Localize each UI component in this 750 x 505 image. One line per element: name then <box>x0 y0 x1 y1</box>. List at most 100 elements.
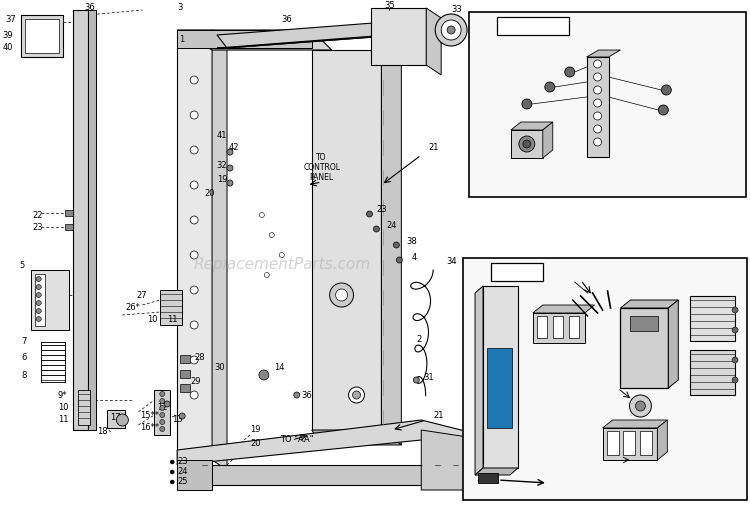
Text: 19: 19 <box>217 176 227 184</box>
Text: 7: 7 <box>22 337 27 346</box>
Text: 20: 20 <box>205 188 215 197</box>
Bar <box>180 355 190 363</box>
Text: L: L <box>574 288 580 297</box>
Circle shape <box>190 146 198 154</box>
Polygon shape <box>422 430 521 490</box>
Circle shape <box>523 140 531 148</box>
Text: C: C <box>639 295 646 305</box>
Circle shape <box>160 413 165 418</box>
Bar <box>690 350 735 395</box>
Bar <box>607 431 619 455</box>
Text: 1: 1 <box>179 35 184 44</box>
Text: M: M <box>586 285 595 294</box>
Text: 10: 10 <box>58 403 68 413</box>
Circle shape <box>374 226 380 232</box>
Text: 4: 4 <box>411 254 416 263</box>
Circle shape <box>190 251 198 259</box>
Text: G: G <box>738 341 746 350</box>
Bar <box>487 348 512 428</box>
Circle shape <box>352 391 361 399</box>
Bar <box>64 224 73 230</box>
Bar <box>107 410 125 428</box>
Text: 11: 11 <box>58 416 68 425</box>
Bar <box>690 296 735 341</box>
Circle shape <box>294 392 300 398</box>
Circle shape <box>36 309 41 314</box>
Text: 28: 28 <box>194 354 205 363</box>
Text: 21: 21 <box>428 143 439 153</box>
Text: 8: 8 <box>22 371 27 379</box>
Circle shape <box>413 377 419 383</box>
Bar <box>64 210 73 216</box>
Circle shape <box>190 356 198 364</box>
Bar <box>497 17 568 35</box>
Bar <box>640 431 652 455</box>
Circle shape <box>160 406 165 411</box>
Circle shape <box>160 398 165 403</box>
Text: 5: 5 <box>20 261 25 270</box>
Text: ALT. LEADS: ALT. LEADS <box>562 268 618 277</box>
Circle shape <box>732 357 738 363</box>
Bar <box>491 263 543 281</box>
Circle shape <box>522 99 532 109</box>
Circle shape <box>160 420 165 425</box>
Circle shape <box>170 480 174 484</box>
Text: T****: T**** <box>543 298 565 308</box>
Bar <box>31 270 68 330</box>
Polygon shape <box>212 30 227 470</box>
Text: 23: 23 <box>33 224 44 232</box>
Circle shape <box>732 327 738 333</box>
Bar <box>620 308 668 388</box>
Polygon shape <box>177 30 212 460</box>
Text: E: E <box>544 350 550 360</box>
Text: 14: 14 <box>274 364 284 373</box>
Text: 15**: 15** <box>140 411 159 420</box>
Text: U: U <box>658 438 666 447</box>
Text: 34: 34 <box>446 258 457 267</box>
Circle shape <box>565 67 574 77</box>
Circle shape <box>190 391 198 399</box>
Polygon shape <box>475 286 483 475</box>
Circle shape <box>435 14 467 46</box>
Text: PANEL: PANEL <box>310 174 334 182</box>
Text: 29: 29 <box>190 378 201 386</box>
Bar <box>40 342 64 382</box>
Text: 9*: 9* <box>58 390 68 399</box>
Circle shape <box>36 300 41 306</box>
Circle shape <box>170 460 174 464</box>
Text: 24: 24 <box>177 468 188 477</box>
Circle shape <box>329 283 353 307</box>
Text: 38: 38 <box>406 237 417 246</box>
Circle shape <box>593 112 602 120</box>
Circle shape <box>179 413 185 419</box>
Circle shape <box>190 76 198 84</box>
Text: 18: 18 <box>98 428 108 436</box>
Circle shape <box>481 450 501 470</box>
Circle shape <box>259 370 268 380</box>
Text: K: K <box>467 383 475 392</box>
Circle shape <box>593 125 602 133</box>
Text: 23: 23 <box>177 458 188 467</box>
Text: G: G <box>671 106 679 115</box>
Polygon shape <box>177 30 332 50</box>
Polygon shape <box>217 35 401 48</box>
Circle shape <box>190 216 198 224</box>
Text: 13: 13 <box>172 416 183 425</box>
Text: C: C <box>699 288 706 297</box>
Bar <box>25 19 58 53</box>
Bar <box>40 342 64 382</box>
Polygon shape <box>426 8 441 75</box>
Circle shape <box>170 470 174 474</box>
Text: 31: 31 <box>423 374 434 382</box>
Text: 1.): 1.) <box>471 267 486 277</box>
Circle shape <box>279 252 284 258</box>
Text: C: C <box>556 60 563 69</box>
Circle shape <box>593 99 602 107</box>
Text: 21: 21 <box>433 411 443 420</box>
Polygon shape <box>312 430 401 445</box>
Circle shape <box>36 317 41 322</box>
Circle shape <box>160 391 165 396</box>
Text: 36: 36 <box>302 390 313 399</box>
Text: 12: 12 <box>158 403 168 413</box>
Circle shape <box>396 257 402 263</box>
